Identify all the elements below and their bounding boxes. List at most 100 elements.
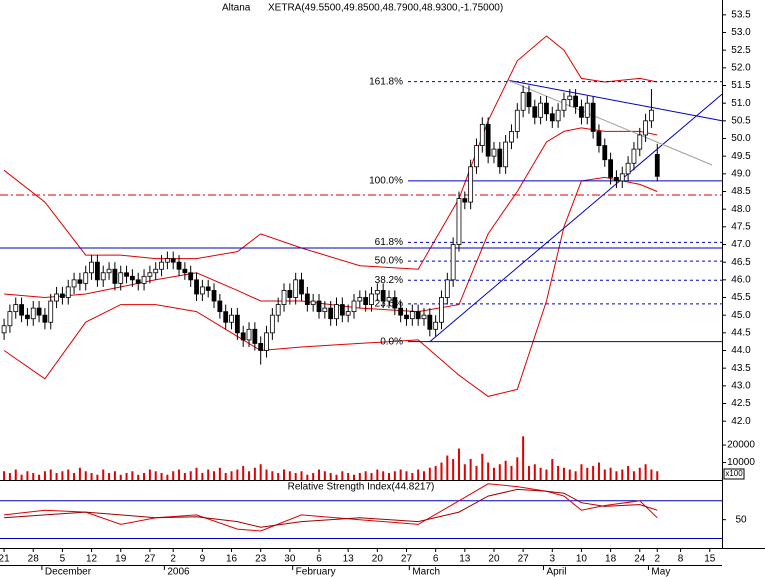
- volume-bar: [481, 453, 484, 480]
- y-tick-label: 49.5: [731, 151, 751, 162]
- volume-bar: [32, 473, 35, 480]
- candle-body: [94, 261, 100, 281]
- volume-bar: [650, 469, 653, 480]
- candle-body: [100, 272, 106, 281]
- x-tick-label: 2: [654, 554, 660, 565]
- volume-bar: [259, 464, 262, 480]
- y-tick-label: 42.0: [731, 416, 751, 427]
- volume-bar: [230, 471, 233, 480]
- volume-bar: [557, 466, 560, 480]
- candle-body: [13, 304, 19, 313]
- fibonacci-label: 0.0%: [380, 336, 403, 347]
- volume-bar: [183, 473, 186, 480]
- volume-bar: [242, 466, 245, 480]
- volume-bar: [615, 471, 618, 480]
- candle-body: [503, 141, 509, 168]
- fibonacci-label: 161.8%: [369, 76, 403, 87]
- volume-bar: [510, 466, 513, 480]
- candle-body: [590, 102, 596, 132]
- x-tick-label: 8: [678, 554, 684, 565]
- x-tick-label: 19: [115, 554, 127, 565]
- candle-body: [199, 286, 205, 295]
- candle-body: [316, 300, 322, 313]
- candle-body: [147, 272, 153, 277]
- candle-body: [106, 268, 112, 274]
- candle-body: [351, 300, 357, 313]
- candle-body: [386, 297, 392, 302]
- unit-box: [723, 468, 745, 480]
- x-tick-label: 24: [634, 554, 646, 565]
- volume-bar: [306, 474, 309, 480]
- candle-body: [229, 314, 234, 323]
- y-tick-label: 47.5: [731, 221, 751, 232]
- volume-bar: [323, 471, 326, 480]
- y-tick-label: 52.0: [731, 62, 751, 73]
- x-tick-label: 3: [550, 554, 556, 565]
- volume-bar: [288, 471, 291, 480]
- volume-bar: [90, 473, 93, 480]
- volume-bar: [399, 469, 402, 480]
- volume-bar: [393, 471, 396, 480]
- candle-body: [54, 293, 59, 302]
- candle-body: [299, 279, 304, 295]
- month-label: March: [412, 567, 440, 577]
- x-tick-label: 18: [605, 554, 617, 565]
- candle-body: [1, 325, 7, 334]
- candle-body: [614, 176, 619, 182]
- y-tick-label: 45.5: [731, 292, 751, 303]
- candle-body: [188, 272, 194, 281]
- candle-body: [211, 290, 217, 302]
- volume-bar: [38, 474, 41, 480]
- volume-bar: [358, 473, 361, 480]
- x-tick-label: 30: [284, 554, 296, 565]
- candle-body: [427, 314, 433, 330]
- candle-body: [264, 332, 269, 351]
- candle-body: [602, 145, 608, 161]
- candle-body: [462, 198, 468, 203]
- volume-bar: [148, 469, 151, 480]
- candle-body: [71, 279, 77, 288]
- candle-body: [491, 148, 497, 157]
- candle-body: [89, 261, 94, 274]
- volume-bar: [178, 469, 181, 480]
- candle-body: [124, 272, 129, 277]
- volume-bar: [405, 471, 408, 480]
- candle-body: [549, 113, 555, 122]
- volume-bar: [353, 474, 356, 480]
- indicator-line: [4, 483, 658, 532]
- candle-body: [275, 304, 281, 316]
- candle-body: [164, 258, 170, 263]
- bollinger-band: [3, 35, 658, 270]
- fibonacci-label: 61.8%: [375, 237, 403, 248]
- volume-bar: [341, 471, 344, 480]
- volume-bar: [440, 462, 443, 480]
- candle-body: [544, 102, 549, 115]
- candle-body: [538, 102, 544, 118]
- candle-body: [584, 102, 590, 118]
- volume-bar: [201, 473, 204, 480]
- candle-body: [649, 109, 654, 122]
- volume-bar: [632, 471, 635, 480]
- volume-bar: [318, 469, 321, 480]
- candle-body: [654, 154, 660, 177]
- month-label: February: [296, 567, 336, 577]
- y-tick-label: 46.5: [731, 257, 751, 268]
- x-tick-label: 15: [704, 554, 716, 565]
- volume-bar: [457, 448, 460, 480]
- volume-bar: [73, 473, 76, 480]
- candle-body: [497, 148, 503, 168]
- volume-bar: [160, 473, 163, 480]
- candle-body: [30, 307, 36, 320]
- volume-bar: [172, 471, 175, 480]
- volume-bar: [154, 471, 157, 480]
- volume-bar: [277, 473, 280, 480]
- candle-body: [573, 95, 579, 108]
- candle-body: [380, 290, 386, 302]
- x-tick-label: 6: [316, 554, 322, 565]
- volume-bar: [609, 467, 612, 480]
- candle-body: [357, 297, 363, 302]
- candle-body: [258, 343, 264, 351]
- volume-bar: [504, 460, 507, 480]
- candle-body: [439, 297, 444, 323]
